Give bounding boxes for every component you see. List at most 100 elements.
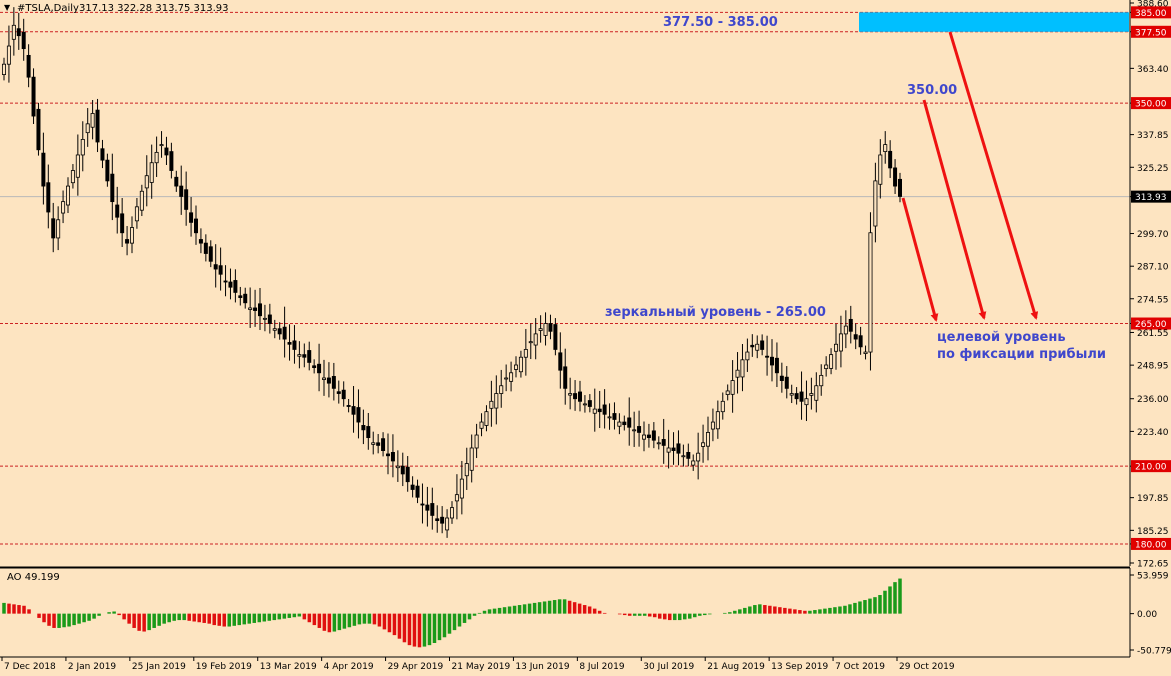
time-tick-label: 21 Aug 2019 bbox=[707, 662, 765, 672]
candle bbox=[464, 447, 469, 490]
candle bbox=[105, 153, 110, 187]
candle bbox=[218, 247, 223, 291]
candle bbox=[646, 423, 651, 448]
candle bbox=[843, 310, 848, 349]
candle bbox=[415, 479, 420, 504]
dropdown-triangle-icon[interactable]: ▼ bbox=[4, 3, 11, 12]
candle bbox=[858, 326, 863, 355]
level-badge-label: 385.00 bbox=[1135, 9, 1167, 19]
candle bbox=[11, 7, 16, 56]
candle bbox=[883, 131, 888, 164]
price-tick-label: 325.25 bbox=[1137, 164, 1169, 174]
candle bbox=[459, 460, 464, 515]
candle bbox=[356, 389, 361, 439]
time-tick-label: 7 Dec 2018 bbox=[4, 662, 56, 672]
candle bbox=[129, 216, 134, 254]
candle bbox=[804, 380, 809, 422]
candle bbox=[553, 318, 558, 356]
candle bbox=[474, 423, 479, 459]
candle bbox=[740, 344, 745, 392]
candle bbox=[627, 397, 632, 446]
candle bbox=[213, 244, 218, 288]
candle bbox=[248, 287, 253, 328]
candle bbox=[302, 343, 307, 368]
candle bbox=[651, 422, 656, 449]
current-price-badge bbox=[1131, 190, 1171, 203]
candle bbox=[499, 369, 504, 408]
level-lines bbox=[0, 11, 1130, 545]
candle bbox=[238, 286, 243, 306]
candle bbox=[794, 387, 799, 405]
candle bbox=[868, 212, 873, 371]
candle bbox=[262, 304, 267, 332]
down-arrow bbox=[922, 99, 987, 320]
ohlc-values: 317.13 322.28 313.75 313.93 bbox=[79, 3, 229, 14]
level-badge bbox=[1131, 97, 1171, 110]
profit-target-label-2: по фиксации прибыли bbox=[937, 347, 1106, 362]
time-tick-label: 29 Apr 2019 bbox=[388, 662, 444, 672]
candle bbox=[829, 348, 834, 375]
candle bbox=[607, 403, 612, 430]
candle bbox=[179, 165, 184, 215]
candle bbox=[120, 198, 125, 247]
candle bbox=[750, 334, 755, 357]
candle bbox=[597, 390, 602, 429]
price-tick-label: 248.95 bbox=[1137, 362, 1169, 372]
candle bbox=[272, 319, 277, 339]
candle bbox=[70, 164, 75, 189]
level-badge-label: 180.00 bbox=[1135, 540, 1167, 550]
candle bbox=[331, 362, 336, 401]
time-tick-label: 13 Sep 2019 bbox=[771, 662, 828, 672]
candle bbox=[701, 424, 706, 463]
candles bbox=[2, 7, 903, 538]
candle bbox=[548, 314, 553, 340]
time-tick-label: 8 Jul 2019 bbox=[579, 662, 624, 672]
candle bbox=[110, 153, 115, 221]
candle bbox=[637, 410, 642, 447]
candle bbox=[115, 186, 120, 234]
candle bbox=[257, 287, 262, 330]
candle bbox=[898, 172, 903, 203]
ao-tick-label: 0.00 bbox=[1137, 610, 1157, 620]
candle bbox=[361, 409, 366, 445]
candle bbox=[893, 159, 898, 195]
candle bbox=[321, 359, 326, 396]
time-tick-label: 13 Jun 2019 bbox=[515, 662, 569, 672]
candle bbox=[346, 398, 351, 413]
candle bbox=[745, 338, 750, 372]
candle bbox=[814, 372, 819, 413]
candle bbox=[523, 328, 528, 376]
arrows bbox=[901, 31, 1039, 322]
candle bbox=[848, 305, 853, 344]
candle bbox=[538, 315, 543, 343]
candle bbox=[602, 389, 607, 429]
candle bbox=[834, 323, 839, 370]
candle bbox=[720, 392, 725, 420]
ao-pane: AO 49.199 53.959 0.00 -50.779 bbox=[2, 568, 1171, 657]
price-tick-label: 337.85 bbox=[1137, 131, 1169, 141]
candle bbox=[819, 364, 824, 396]
candle bbox=[21, 18, 26, 61]
candle bbox=[666, 429, 671, 469]
candle bbox=[425, 486, 430, 527]
level-badge-label: 377.50 bbox=[1135, 28, 1167, 38]
candle bbox=[31, 68, 36, 124]
down-arrow bbox=[948, 31, 1039, 320]
candle bbox=[390, 434, 395, 478]
candle bbox=[208, 240, 213, 268]
time-tick-label: 25 Jan 2019 bbox=[132, 662, 186, 672]
resistance-zone bbox=[859, 12, 1129, 32]
candle bbox=[563, 348, 568, 405]
candle bbox=[100, 139, 105, 169]
candle bbox=[725, 384, 730, 401]
candle bbox=[66, 177, 71, 213]
candle bbox=[405, 456, 410, 492]
candle bbox=[198, 228, 203, 254]
candle bbox=[307, 341, 312, 371]
candle bbox=[518, 350, 523, 378]
level-badge bbox=[1131, 460, 1171, 473]
candle bbox=[838, 315, 843, 368]
candle bbox=[154, 136, 159, 177]
candle bbox=[582, 395, 587, 413]
